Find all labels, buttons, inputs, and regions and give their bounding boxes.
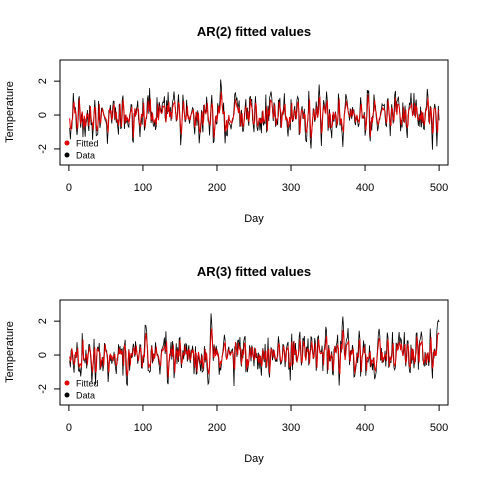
- x-tick-label: 200: [208, 422, 226, 434]
- legend-marker-fitted: [64, 140, 70, 146]
- x-tick-label: 0: [66, 182, 72, 194]
- x-axis-label: Day: [244, 213, 264, 225]
- y-axis: -2 0 2: [37, 78, 60, 154]
- series-line-data: [69, 79, 440, 150]
- series-line-fitted: [69, 328, 440, 378]
- series-line-fitted: [69, 91, 440, 139]
- legend-label-fitted: Fitted: [76, 139, 99, 149]
- legend-label-data: Data: [76, 151, 95, 161]
- y-tick-label: 2: [37, 318, 49, 324]
- chart-title: AR(2) fitted values: [197, 24, 311, 39]
- x-axis: 0 100 200 300 400 500: [66, 165, 448, 194]
- y-axis: -2 0 2: [37, 318, 60, 394]
- legend: Fitted Data: [64, 139, 99, 161]
- x-tick-label: 300: [282, 422, 300, 434]
- y-tick-label: -2: [37, 144, 49, 154]
- y-axis-label: Temperature: [4, 81, 16, 143]
- y-tick-label: 2: [37, 78, 49, 84]
- y-tick-label: 0: [37, 112, 49, 118]
- series-layer: [69, 79, 440, 150]
- legend-marker-data: [64, 152, 70, 158]
- x-tick-label: 400: [356, 422, 374, 434]
- series-layer: [69, 313, 440, 386]
- legend-label-fitted: Fitted: [76, 379, 99, 389]
- x-tick-label: 500: [430, 422, 448, 434]
- y-tick-label: -2: [37, 384, 49, 394]
- y-axis-label: Temperature: [4, 321, 16, 383]
- legend: Fitted Data: [64, 379, 99, 401]
- chart-title: AR(3) fitted values: [197, 264, 311, 279]
- legend-marker-data: [64, 392, 70, 398]
- x-tick-label: 100: [134, 182, 152, 194]
- plot-box: [59, 59, 449, 166]
- x-tick-label: 200: [208, 182, 226, 194]
- legend-label-data: Data: [76, 391, 95, 401]
- x-tick-label: 100: [134, 422, 152, 434]
- chart-panel-ar3: AR(3) fitted values Day Temperature 0 100…: [4, 264, 449, 465]
- legend-marker-fitted: [64, 380, 70, 386]
- x-tick-label: 300: [282, 182, 300, 194]
- x-axis: 0 100 200 300 400 500: [66, 405, 448, 434]
- x-tick-label: 400: [356, 182, 374, 194]
- y-tick-label: 0: [37, 352, 49, 358]
- x-axis-label: Day: [244, 453, 264, 465]
- plot-box: [59, 299, 449, 406]
- chart-panel-ar2: AR(2) fitted values Day Temperature 0 100…: [4, 24, 449, 225]
- x-tick-label: 0: [66, 422, 72, 434]
- x-tick-label: 500: [430, 182, 448, 194]
